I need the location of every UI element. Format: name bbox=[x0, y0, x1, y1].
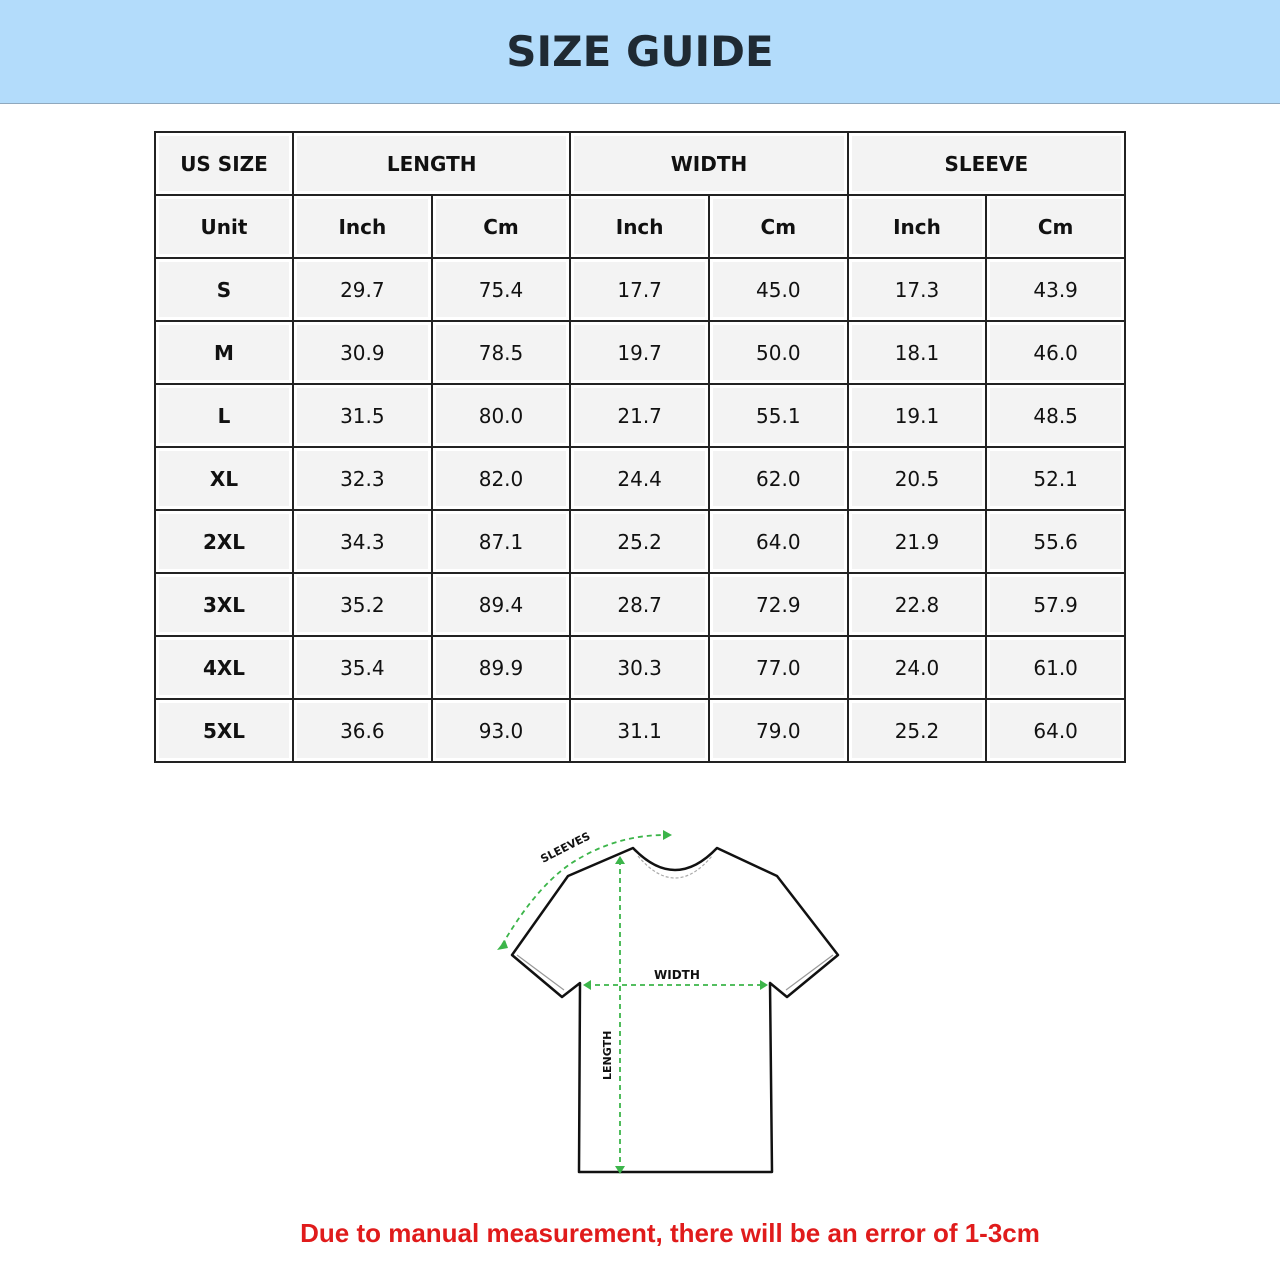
size-cell: 4XL bbox=[154, 635, 294, 700]
value-cell: 35.4 bbox=[292, 635, 433, 700]
value-cell: 17.7 bbox=[569, 257, 710, 322]
size-cell: XL bbox=[154, 446, 294, 511]
value-cell: 52.1 bbox=[985, 446, 1126, 511]
value-cell: 20.5 bbox=[846, 446, 988, 511]
value-cell: 48.5 bbox=[985, 383, 1126, 448]
header-width: WIDTH bbox=[569, 131, 849, 196]
value-cell: 55.6 bbox=[985, 509, 1126, 574]
tshirt-outline bbox=[510, 846, 840, 1174]
size-cell: M bbox=[154, 320, 294, 385]
value-cell: 55.1 bbox=[707, 383, 849, 448]
value-cell: 35.2 bbox=[292, 572, 433, 637]
value-cell: 62.0 bbox=[707, 446, 849, 511]
value-cell: 30.3 bbox=[569, 635, 710, 700]
header-length: LENGTH bbox=[291, 131, 572, 196]
value-cell: 25.2 bbox=[846, 698, 988, 763]
sleeve-measure-line bbox=[501, 834, 666, 946]
value-cell: 29.7 bbox=[292, 257, 433, 322]
page-title: SIZE GUIDE bbox=[506, 27, 774, 76]
value-cell: 21.7 bbox=[569, 383, 710, 448]
value-cell: 24.4 bbox=[569, 446, 710, 511]
size-cell: 2XL bbox=[154, 509, 294, 574]
unit-cell: Inch bbox=[292, 194, 433, 259]
arrow-icon bbox=[583, 980, 591, 990]
value-cell: 31.5 bbox=[292, 383, 433, 448]
left-cuff-seam bbox=[516, 954, 565, 991]
group-header-row: US SIZE LENGTH WIDTH SLEEVE bbox=[154, 131, 1127, 196]
value-cell: 17.3 bbox=[846, 257, 988, 322]
header-banner: SIZE GUIDE bbox=[0, 0, 1280, 104]
table-row: XL 32.3 82.0 24.4 62.0 20.5 52.1 bbox=[154, 446, 1126, 511]
size-cell: S bbox=[154, 257, 294, 322]
value-cell: 80.0 bbox=[430, 383, 572, 448]
unit-cell: Cm bbox=[985, 194, 1126, 259]
collar-seam bbox=[637, 855, 713, 879]
measurement-note: Due to manual measurement, there will be… bbox=[300, 1218, 1040, 1248]
value-cell: 75.4 bbox=[430, 257, 572, 322]
value-cell: 89.4 bbox=[430, 572, 572, 637]
table-row: M 30.9 78.5 19.7 50.0 18.1 46.0 bbox=[154, 320, 1126, 385]
value-cell: 46.0 bbox=[985, 320, 1126, 385]
unit-cell: Cm bbox=[430, 194, 572, 259]
table-row: 4XL 35.4 89.9 30.3 77.0 24.0 61.0 bbox=[154, 635, 1126, 700]
value-cell: 43.9 bbox=[985, 257, 1126, 322]
value-cell: 45.0 bbox=[707, 257, 849, 322]
width-label: WIDTH bbox=[654, 968, 700, 982]
value-cell: 18.1 bbox=[846, 320, 988, 385]
table-row: S 29.7 75.4 17.7 45.0 17.3 43.9 bbox=[154, 257, 1126, 322]
value-cell: 64.0 bbox=[985, 698, 1126, 763]
value-cell: 21.9 bbox=[846, 509, 988, 574]
size-table: US SIZE LENGTH WIDTH SLEEVE Unit Inch Cm… bbox=[154, 131, 1127, 763]
value-cell: 24.0 bbox=[846, 635, 988, 700]
value-cell: 50.0 bbox=[707, 320, 849, 385]
sleeves-label: SLEEVES bbox=[538, 830, 592, 866]
arrow-icon bbox=[615, 1166, 625, 1174]
header-sleeve: SLEEVE bbox=[846, 131, 1127, 196]
value-cell: 25.2 bbox=[569, 509, 710, 574]
value-cell: 22.8 bbox=[846, 572, 988, 637]
value-cell: 28.7 bbox=[569, 572, 710, 637]
value-cell: 87.1 bbox=[430, 509, 572, 574]
value-cell: 64.0 bbox=[707, 509, 849, 574]
value-cell: 36.6 bbox=[292, 698, 433, 763]
value-cell: 32.3 bbox=[292, 446, 433, 511]
value-cell: 89.9 bbox=[430, 635, 572, 700]
value-cell: 82.0 bbox=[430, 446, 572, 511]
arrow-icon bbox=[663, 830, 672, 840]
value-cell: 30.9 bbox=[292, 320, 433, 385]
arrow-icon bbox=[615, 856, 625, 864]
value-cell: 19.7 bbox=[569, 320, 710, 385]
value-cell: 78.5 bbox=[430, 320, 572, 385]
value-cell: 77.0 bbox=[707, 635, 849, 700]
unit-cell: Cm bbox=[707, 194, 849, 259]
value-cell: 34.3 bbox=[292, 509, 433, 574]
arrow-icon bbox=[760, 980, 768, 990]
unit-cell: Inch bbox=[846, 194, 988, 259]
table-row: 5XL 36.6 93.0 31.1 79.0 25.2 64.0 bbox=[154, 698, 1126, 763]
length-label: LENGTH bbox=[601, 1031, 614, 1080]
right-cuff-seam bbox=[785, 954, 834, 991]
unit-cell: Inch bbox=[569, 194, 710, 259]
size-cell: L bbox=[154, 383, 294, 448]
unit-row: Unit Inch Cm Inch Cm Inch Cm bbox=[154, 194, 1126, 259]
value-cell: 31.1 bbox=[569, 698, 710, 763]
value-cell: 61.0 bbox=[985, 635, 1126, 700]
value-cell: 72.9 bbox=[707, 572, 849, 637]
value-cell: 79.0 bbox=[707, 698, 849, 763]
size-cell: 5XL bbox=[154, 698, 294, 763]
value-cell: 19.1 bbox=[846, 383, 988, 448]
value-cell: 93.0 bbox=[430, 698, 572, 763]
unit-label: Unit bbox=[154, 194, 294, 259]
value-cell: 57.9 bbox=[985, 572, 1126, 637]
header-us-size: US SIZE bbox=[154, 131, 294, 196]
table-row: 2XL 34.3 87.1 25.2 64.0 21.9 55.6 bbox=[154, 509, 1126, 574]
size-cell: 3XL bbox=[154, 572, 294, 637]
arrow-icon bbox=[497, 940, 508, 950]
table-row: L 31.5 80.0 21.7 55.1 19.1 48.5 bbox=[154, 383, 1126, 448]
table-row: 3XL 35.2 89.4 28.7 72.9 22.8 57.9 bbox=[154, 572, 1126, 637]
